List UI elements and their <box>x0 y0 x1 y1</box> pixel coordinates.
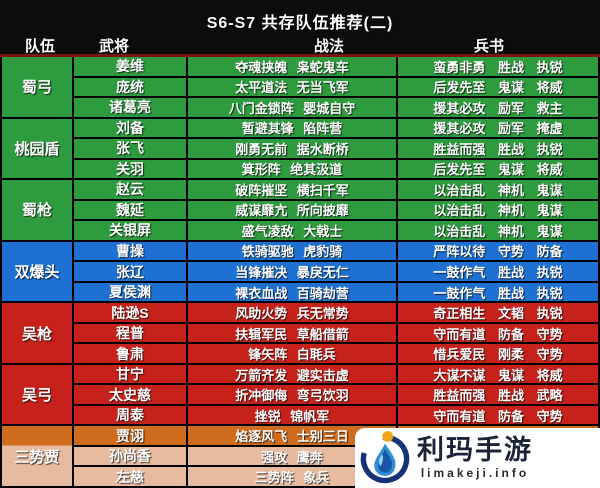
water-drop-circle-logo-icon <box>360 431 410 484</box>
tactics-cell: 挫锐 锦帆军 <box>188 405 396 425</box>
general-cell: 刘备 <box>74 118 186 138</box>
general-cell: 曹操 <box>74 241 186 261</box>
general-cell: 甘宁 <box>74 364 186 384</box>
books-cell: 大谋不谋 鬼谋 将威 <box>398 364 598 384</box>
column-header-row: 队伍 武将 战法 兵书 <box>0 33 600 55</box>
books-cell: 一鼓作气 胜战 执锐 <box>398 262 598 281</box>
tactics-cell: 当锋摧决 暴戾无仁 <box>188 262 396 281</box>
tactics-cell: 焰逐风飞 士别三日 <box>188 426 396 445</box>
books-cell: 以治击乱 神机 鬼谋 <box>398 221 598 240</box>
page-title: S6-S7 共存队伍推荐(二) <box>206 15 394 32</box>
tactics-cell: 八门金锁阵 婴城自守 <box>188 98 396 117</box>
books-cell: 后发先至 鬼谋 将威 <box>398 77 598 97</box>
tactics-cell: 破阵摧坚 横扫千军 <box>188 180 396 199</box>
watermark-site: limakeji.info <box>420 466 530 480</box>
tactics-cell: 风助火势 兵无常势 <box>188 303 396 322</box>
books-cell: 援其必攻 励军 救主 <box>398 98 598 117</box>
general-cell: 太史慈 <box>74 385 186 404</box>
team-name: 吴弓 <box>2 364 72 425</box>
watermark: 利玛手游 limakeji.info <box>355 428 600 488</box>
tactics-cell: 刚勇无前 据水断桥 <box>188 139 396 158</box>
books-cell: 胜益而强 胜战 武略 <box>398 385 598 404</box>
tactics-cell: 暂避其锋 陷阵营 <box>188 118 396 138</box>
watermark-brand: 利玛手游 <box>417 435 533 465</box>
column-header-general: 武将 <box>98 38 130 55</box>
general-cell: 鲁肃 <box>74 344 186 363</box>
table-header: S6-S7 共存队伍推荐(二) 队伍 武将 战法 兵书 <box>0 0 600 57</box>
tactics-cell: 铁骑驱驰 虎豹骑 <box>188 241 396 261</box>
tactics-cell: 锋矢阵 白毦兵 <box>188 344 396 363</box>
tactics-cell: 箕形阵 绝其汲道 <box>188 159 396 179</box>
books-cell: 援其必攻 励军 掩虚 <box>398 118 598 138</box>
general-cell: 夏侯渊 <box>74 282 186 302</box>
general-cell: 周泰 <box>74 405 186 425</box>
books-cell: 以治击乱 神机 鬼谋 <box>398 180 598 199</box>
team-table: 蜀弓 姜维 夺魂挟魄 枭蛇鬼车 蛮勇非勇 胜战 执锐 庞统 太平道法 无当飞军 … <box>0 57 600 488</box>
general-cell: 左慈 <box>74 467 186 486</box>
column-header-team: 队伍 <box>24 38 56 55</box>
watermark-text: 利玛手游 limakeji.info <box>417 435 533 480</box>
column-header-books: 兵书 <box>473 38 505 55</box>
column-header-tactics: 战法 <box>313 38 345 55</box>
general-cell: 贾诩 <box>74 426 186 445</box>
general-cell: 赵云 <box>74 180 186 199</box>
books-cell: 奇正相生 文韬 执锐 <box>398 303 598 322</box>
general-cell: 张辽 <box>74 262 186 281</box>
general-cell: 诸葛亮 <box>74 98 186 117</box>
tactics-cell: 强攻 鹰奔 <box>188 446 396 466</box>
tactics-cell: 扶辑军民 草船借箭 <box>188 323 396 343</box>
general-cell: 关银屏 <box>74 221 186 240</box>
team-name: 双爆头 <box>2 241 72 302</box>
general-cell: 关羽 <box>74 159 186 179</box>
general-cell: 魏延 <box>74 200 186 220</box>
tactics-cell: 太平道法 无当飞军 <box>188 77 396 97</box>
tactics-cell: 威谋靡亢 所向披靡 <box>188 200 396 220</box>
books-cell: 守而有道 防备 守势 <box>398 323 598 343</box>
books-cell: 惜兵爱民 刚柔 守势 <box>398 344 598 363</box>
books-cell: 蛮勇非勇 胜战 执锐 <box>398 57 598 76</box>
general-cell: 陆逊S <box>74 303 186 322</box>
team-name: 蜀弓 <box>2 57 72 117</box>
general-cell: 孙尚香 <box>74 446 186 466</box>
books-cell: 以治击乱 神机 鬼谋 <box>398 200 598 220</box>
books-cell: 后发先至 鬼谋 将威 <box>398 159 598 179</box>
books-cell: 守而有道 防备 守势 <box>398 405 598 425</box>
general-cell: 庞统 <box>74 77 186 97</box>
tactics-cell: 裸衣血战 百骑劫营 <box>188 282 396 302</box>
books-cell: 一鼓作气 胜战 执锐 <box>398 282 598 302</box>
team-name: 桃园盾 <box>2 118 72 179</box>
tactics-cell: 万箭齐发 避实击虚 <box>188 364 396 384</box>
team-name: 三势贾 <box>2 426 72 486</box>
tactics-cell: 三势阵 象兵 <box>188 467 396 486</box>
general-cell: 张飞 <box>74 139 186 158</box>
team-name: 蜀枪 <box>2 180 72 240</box>
books-cell: 严阵以待 守势 防备 <box>398 241 598 261</box>
tactics-cell: 折冲御侮 弯弓饮羽 <box>188 385 396 404</box>
books-cell: 胜益而强 胜战 执锐 <box>398 139 598 158</box>
tactics-cell: 夺魂挟魄 枭蛇鬼车 <box>188 57 396 76</box>
team-name: 吴枪 <box>2 303 72 363</box>
general-cell: 程普 <box>74 323 186 343</box>
tactics-cell: 盛气凌敌 大戟士 <box>188 221 396 240</box>
general-cell: 姜维 <box>74 57 186 76</box>
